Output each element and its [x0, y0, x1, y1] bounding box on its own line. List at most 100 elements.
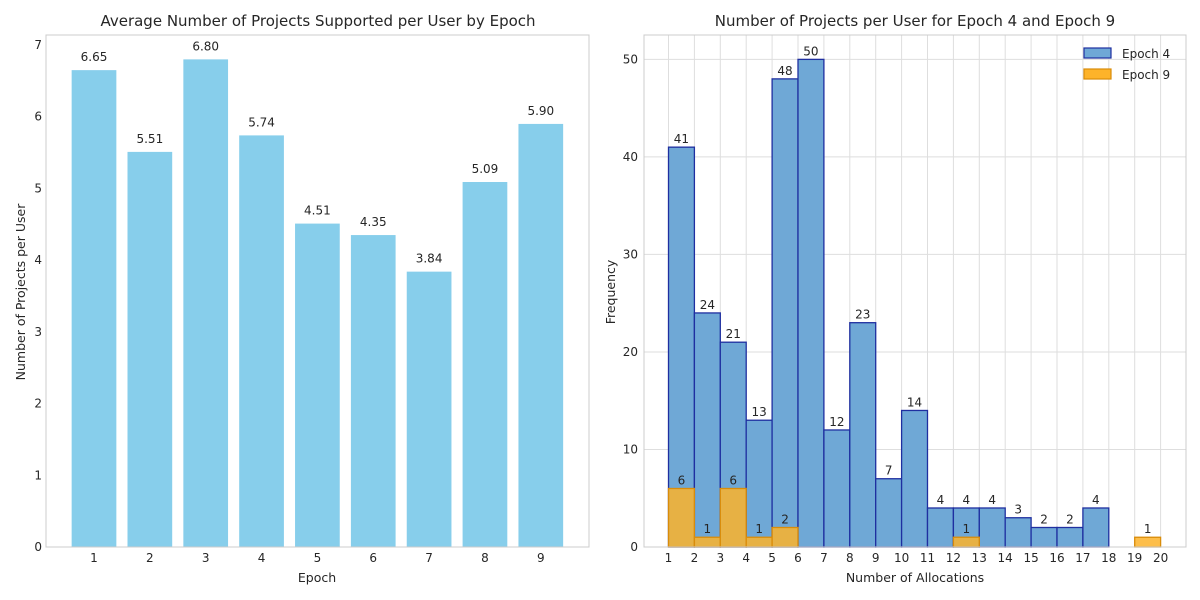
legend-label: Epoch 4 — [1122, 47, 1170, 61]
x-tick-label: 8 — [846, 551, 854, 565]
x-tick-label: 7 — [820, 551, 828, 565]
epoch4-bar-label: 4 — [988, 493, 996, 507]
left-chart-xlabel: Epoch — [298, 570, 336, 585]
x-tick-label: 7 — [425, 551, 433, 565]
epoch4-bar — [900, 409, 929, 548]
y-tick-label: 40 — [623, 150, 638, 164]
left-chart: Average Number of Projects Supported per… — [13, 12, 590, 585]
bar-value-label: 4.51 — [304, 204, 331, 218]
x-tick-label: 14 — [998, 551, 1013, 565]
epoch9-bar-label: 1 — [1144, 522, 1152, 536]
left-chart-ylabel: Number of Projects per User — [13, 203, 28, 381]
epoch4-bar — [745, 419, 773, 548]
epoch4-bar-label: 4 — [1092, 493, 1100, 507]
bar-value-label: 3.84 — [416, 252, 443, 266]
x-tick-label: 3 — [716, 551, 724, 565]
epoch9-bar-label: 1 — [755, 522, 763, 536]
y-tick-label: 2 — [34, 397, 42, 411]
epoch4-bar — [667, 146, 696, 548]
bar-value-label: 5.51 — [136, 132, 163, 146]
y-tick-label: 10 — [623, 442, 638, 456]
right-chart-title: Number of Projects per User for Epoch 4 … — [715, 12, 1115, 30]
legend: Epoch 4 Epoch 9 — [1083, 47, 1170, 82]
x-tick-label: 19 — [1127, 551, 1142, 565]
bar-epoch-4 — [239, 135, 284, 547]
epoch9-bar-label: 1 — [963, 522, 971, 536]
y-tick-label: 0 — [34, 540, 42, 554]
legend-swatch — [1083, 47, 1112, 59]
x-tick-label: 5 — [314, 551, 322, 565]
epoch4-bar — [693, 312, 721, 548]
bar-value-label: 5.90 — [527, 104, 554, 118]
epoch4-bar — [1030, 526, 1058, 548]
epoch4-bar-label: 3 — [1014, 503, 1022, 517]
x-tick-label: 3 — [202, 551, 210, 565]
epoch4-bar — [1082, 507, 1110, 548]
epoch4-bar — [797, 58, 825, 548]
x-tick-label: 12 — [946, 551, 961, 565]
x-tick-label: 8 — [481, 551, 489, 565]
x-tick-label: 2 — [146, 551, 154, 565]
epoch4-bar-label: 13 — [752, 405, 767, 419]
y-tick-label: 6 — [34, 110, 42, 124]
left-plot-frame — [45, 34, 590, 548]
x-tick-label: 6 — [794, 551, 802, 565]
y-tick-label: 5 — [34, 181, 42, 195]
epoch9-bar-label: 6 — [678, 473, 686, 487]
bar-value-label: 6.80 — [192, 39, 219, 53]
bar-epoch-3 — [183, 59, 229, 547]
right-chart: Number of Projects per User for Epoch 4 … — [603, 12, 1187, 585]
bar-value-label: 5.09 — [472, 162, 499, 176]
y-tick-label: 0 — [630, 540, 638, 554]
y-tick-label: 1 — [34, 468, 42, 482]
epoch4-bar — [849, 322, 877, 548]
bar-epoch-6 — [350, 235, 396, 547]
y-tick-label: 50 — [623, 52, 638, 66]
epoch4-bar-label: 24 — [700, 298, 715, 312]
legend-swatch — [1083, 68, 1112, 80]
epoch4-bar-label: 50 — [803, 44, 818, 58]
x-tick-label: 4 — [258, 551, 266, 565]
x-tick-label: 13 — [972, 551, 987, 565]
epoch9-bar-label: 2 — [781, 512, 789, 526]
x-tick-label: 1 — [665, 551, 673, 565]
legend-label: Epoch 9 — [1122, 68, 1170, 82]
right-chart-xlabel: Number of Allocations — [846, 570, 984, 585]
bar-epoch-8 — [462, 182, 508, 547]
bar-value-label: 6.65 — [81, 50, 108, 64]
x-tick-label: 6 — [369, 551, 377, 565]
epoch9-bar — [952, 536, 980, 548]
x-tick-label: 5 — [768, 551, 776, 565]
epoch4-bar-label: 48 — [777, 64, 792, 78]
x-tick-label: 16 — [1049, 551, 1064, 565]
left-plot-area: 6.65 1 5.51 2 6.80 3 5.74 4 4.51 5 4.35 6 3.84 7 5.09 8… — [34, 34, 590, 565]
x-tick-label: 10 — [894, 551, 909, 565]
x-tick-label: 18 — [1101, 551, 1116, 565]
epoch4-bar — [823, 429, 851, 548]
epoch4-bar — [1056, 526, 1084, 548]
bar-epoch-7 — [406, 271, 452, 547]
epoch9-bar — [745, 536, 773, 548]
y-tick-label: 30 — [623, 247, 638, 261]
x-tick-label: 11 — [920, 551, 935, 565]
y-tick-label: 7 — [34, 38, 42, 52]
bar-epoch-9 — [518, 123, 564, 548]
epoch4-bar — [875, 478, 903, 548]
x-tick-label: 20 — [1153, 551, 1168, 565]
epoch4-bar-label: 4 — [937, 493, 945, 507]
x-tick-label: 15 — [1023, 551, 1038, 565]
bar-value-label: 4.35 — [360, 215, 387, 229]
epoch9-bar — [693, 536, 721, 548]
epoch4-bar — [926, 507, 955, 548]
epoch9-bar — [1134, 536, 1162, 548]
epoch4-bar-label: 4 — [963, 493, 971, 507]
epoch4-bar-label: 21 — [726, 327, 741, 341]
epoch4-bar — [1004, 517, 1032, 548]
bar-epoch-5 — [295, 223, 340, 547]
y-tick-label: 4 — [34, 253, 42, 267]
x-tick-label: 17 — [1075, 551, 1090, 565]
bar-epoch-2 — [127, 151, 173, 548]
